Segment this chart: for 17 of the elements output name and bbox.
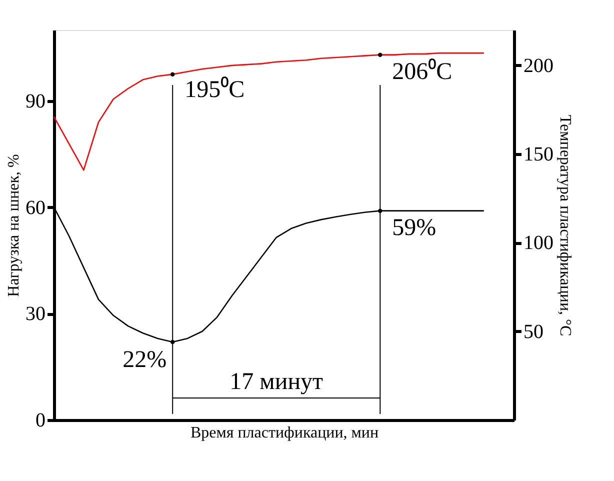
y2-tick-label: 200: [524, 54, 554, 77]
y2-tick-label: 50: [524, 320, 544, 343]
x-axis-title: Время пластификации, мин: [190, 424, 379, 442]
y-tick-label: 30: [26, 303, 46, 326]
annotation: 22%: [122, 347, 167, 373]
y2-axis-title: Температура пластификации, °C: [556, 114, 574, 336]
y-axis-title: Нагрузка на шнек, %: [6, 154, 22, 297]
y-tick-label: 90: [26, 90, 46, 112]
y-tick-label: 60: [26, 196, 46, 219]
line-series: [53, 52, 485, 171]
annotation: 195⁰C: [184, 76, 245, 103]
y2-tick-label: 100: [524, 232, 554, 254]
annotation: 206⁰C: [392, 58, 452, 85]
y-tick-label: 0: [36, 410, 46, 432]
annotation: 59%: [392, 215, 436, 241]
annotation: 17 минут: [230, 369, 324, 395]
y2-tick-label: 150: [524, 144, 554, 166]
